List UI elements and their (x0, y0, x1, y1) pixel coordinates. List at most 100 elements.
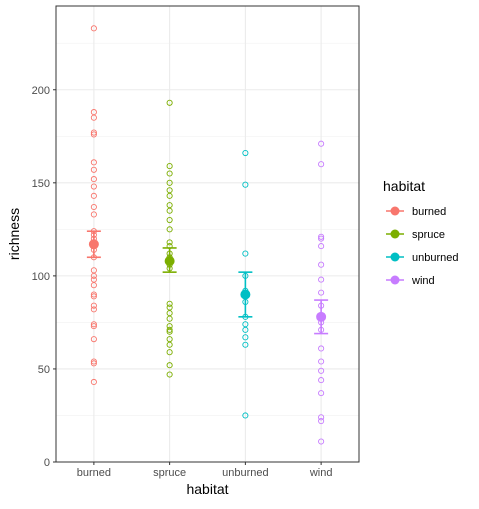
data-point (166, 243, 173, 250)
y-tick-label: 150 (32, 178, 50, 190)
y-axis-ticks: 0 50 100 150 200 (32, 85, 56, 469)
data-point (166, 99, 173, 106)
data-point (90, 176, 97, 183)
data-point (318, 390, 325, 397)
data-point (90, 321, 97, 328)
data-point (318, 345, 325, 352)
x-tick-label: spruce (153, 467, 186, 479)
x-tick-label: unburned (222, 467, 269, 479)
data-point (242, 326, 249, 333)
data-point (242, 313, 249, 320)
data-point (90, 293, 97, 300)
y-tick-label: 50 (38, 364, 50, 376)
legend-title: habitat (383, 178, 425, 194)
data-point (318, 367, 325, 374)
data-point (166, 341, 173, 348)
legend-key-marker (390, 252, 400, 262)
mean-point (164, 255, 175, 266)
data-point (166, 216, 173, 224)
data-point (242, 272, 249, 279)
data-point (166, 315, 173, 322)
data-point (90, 159, 97, 166)
mean-points (88, 239, 327, 322)
data-point (166, 239, 173, 246)
legend: habitat burned spruce unburned wind (383, 178, 459, 289)
data-point (242, 250, 249, 257)
x-axis-title: habitat (186, 481, 228, 497)
data-point (90, 129, 97, 136)
data-point (90, 231, 97, 238)
legend-label: unburned (412, 252, 459, 264)
mean-point (316, 311, 327, 322)
data-point (318, 161, 325, 168)
y-tick-label: 0 (44, 457, 50, 469)
data-point (166, 326, 173, 333)
data-point (90, 254, 97, 261)
panel-background (56, 6, 359, 462)
y-tick-label: 100 (32, 271, 50, 283)
x-axis-ticks: burned spruce unburned wind (77, 462, 333, 479)
data-point (166, 170, 173, 177)
data-point (166, 371, 173, 378)
y-axis-title: richness (6, 208, 22, 260)
data-point (90, 203, 97, 211)
mean-point (88, 239, 99, 250)
data-point (318, 326, 325, 333)
data-point (242, 149, 249, 157)
data-point (90, 358, 97, 365)
data-point (318, 358, 325, 365)
data-point (90, 211, 97, 218)
data-point (166, 349, 173, 356)
data-points (90, 25, 325, 445)
data-point (90, 166, 97, 173)
data-point (318, 233, 325, 240)
x-tick-label: wind (309, 467, 333, 479)
legend-label: wind (411, 275, 435, 287)
data-point (90, 336, 97, 343)
data-point (90, 192, 97, 199)
data-point (90, 282, 97, 289)
data-point (318, 261, 325, 268)
data-point (318, 418, 325, 425)
data-point (166, 207, 173, 214)
data-point (90, 183, 97, 190)
mean-point (240, 289, 251, 300)
legend-label: burned (412, 206, 446, 218)
data-point (242, 341, 249, 348)
data-point (318, 289, 325, 296)
panel-border (55, 5, 360, 463)
data-point (166, 362, 173, 369)
data-point (166, 192, 173, 199)
legend-label: spruce (412, 229, 445, 241)
data-point (242, 334, 249, 341)
data-point (318, 438, 325, 445)
data-point (166, 179, 173, 186)
data-point (318, 235, 325, 242)
data-point (90, 131, 97, 138)
data-point (90, 272, 97, 279)
data-point (90, 360, 97, 367)
data-point (318, 276, 325, 283)
data-point (318, 377, 325, 384)
data-point (90, 291, 97, 298)
data-point (318, 140, 325, 147)
data-point (166, 226, 173, 233)
data-point (166, 300, 173, 307)
legend-key-marker (390, 275, 400, 285)
data-point (166, 328, 173, 335)
y-tick-label: 200 (32, 85, 50, 97)
data-point (90, 25, 97, 32)
data-point (318, 414, 325, 421)
x-tick-label: burned (77, 467, 111, 479)
data-point (166, 163, 173, 170)
data-point (90, 378, 97, 386)
data-point (242, 181, 249, 188)
data-point (90, 306, 97, 313)
data-point (90, 228, 97, 235)
data-point (90, 323, 97, 330)
legend-key-marker (390, 206, 400, 216)
data-point (242, 412, 249, 419)
data-point (318, 243, 325, 250)
data-point (318, 302, 325, 309)
